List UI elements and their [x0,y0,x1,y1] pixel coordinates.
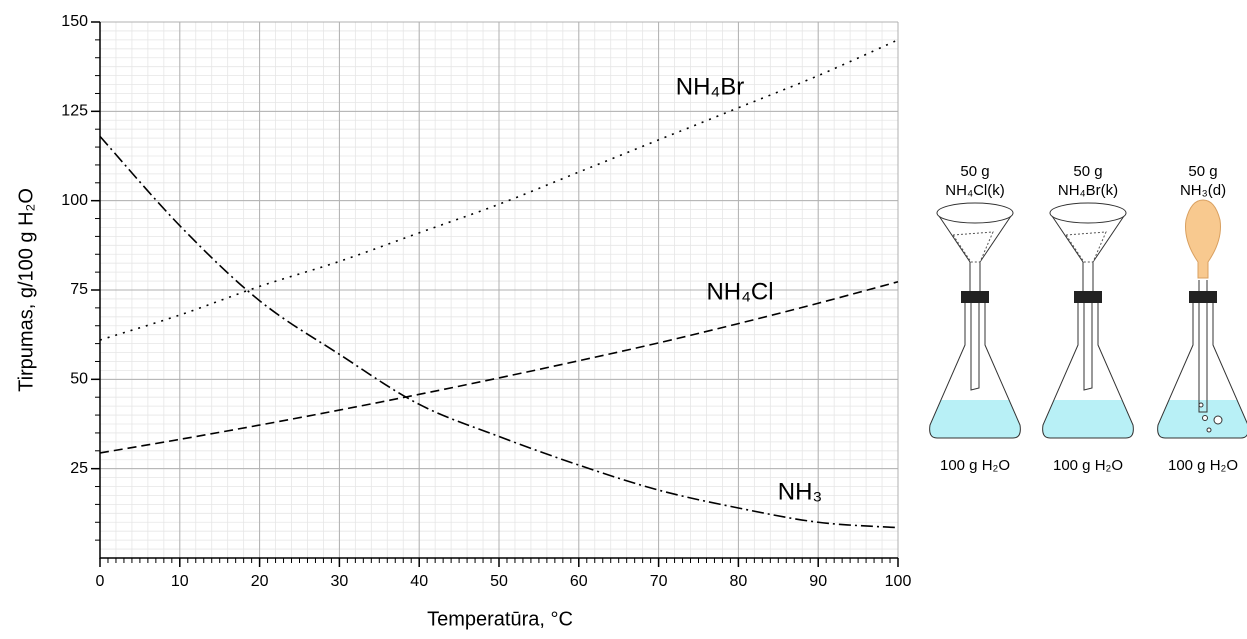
tube [1083,302,1093,391]
x-tick-label: 0 [96,573,105,590]
flask: 50 g NH₃(d) 100 g H₂O [1157,163,1247,474]
y-tick-label: 100 [61,192,88,209]
flask-body [1157,302,1247,439]
flask-diagram: 50 g NH₄Cl(k) 100 g H₂O 50 g NH₄Br(k) 10… [929,163,1247,474]
x-tick-label: 60 [570,573,588,590]
flask-amount: 50 g [960,163,989,180]
x-tick-label: 30 [331,573,349,590]
flask: 50 g NH₄Cl(k) 100 g H₂O [929,163,1021,474]
y-tick-label: 25 [70,460,88,477]
bubble [1213,415,1223,425]
x-tick-label: 10 [171,573,189,590]
flask-water: 100 g H₂O [1168,457,1238,474]
flask-body [929,302,1021,439]
x-axis-label: Temperatūra, °C [427,608,573,630]
y-tick-label: 75 [70,281,88,298]
water [1042,400,1134,438]
water [929,400,1021,438]
x-tick-label: 100 [885,573,912,590]
x-tick-label: 40 [410,573,428,590]
x-tick-label: 80 [730,573,748,590]
x-tick-label: 70 [650,573,668,590]
axes [99,22,898,559]
powder [1065,231,1107,263]
flask-water: 100 g H₂O [1053,457,1123,474]
flask-body [1042,302,1134,439]
bubble [1202,415,1208,421]
flask-substance: NH₄Br(k) [1058,182,1118,199]
flask-substance: NH₃(d) [1180,182,1226,199]
tube [1198,280,1208,413]
y-tick-label: 125 [61,103,88,120]
y-tick-label: 150 [61,13,88,30]
flask-amount: 50 g [1188,163,1217,180]
bubble [1206,427,1212,433]
series-label: NH₄Br [676,73,744,100]
flask-water: 100 g H₂O [940,457,1010,474]
funnel-rim [936,202,1014,224]
x-tick-label: 20 [251,573,269,590]
flask-substance: NH₄Cl(k) [945,182,1004,199]
y-tick-label: 50 [70,371,88,388]
stopper [1074,291,1102,303]
powder [952,231,994,263]
balloon [1185,199,1221,279]
funnel-rim [1049,202,1127,224]
bubble [1198,402,1204,408]
x-tick-label: 90 [809,573,827,590]
series-line [99,281,899,454]
flask: 50 g NH₄Br(k) 100 g H₂O [1042,163,1134,474]
y-axis-label: Tirpumas, g/100 g H₂O [15,188,37,392]
series-line [99,39,899,341]
flask-amount: 50 g [1073,163,1102,180]
tube [970,302,980,391]
series-line [99,135,899,529]
stopper [961,291,989,303]
series-label: NH₄Cl [706,278,773,305]
series-label: NH₃ [778,478,822,505]
x-tick-label: 50 [490,573,508,590]
stopper [1189,291,1217,303]
